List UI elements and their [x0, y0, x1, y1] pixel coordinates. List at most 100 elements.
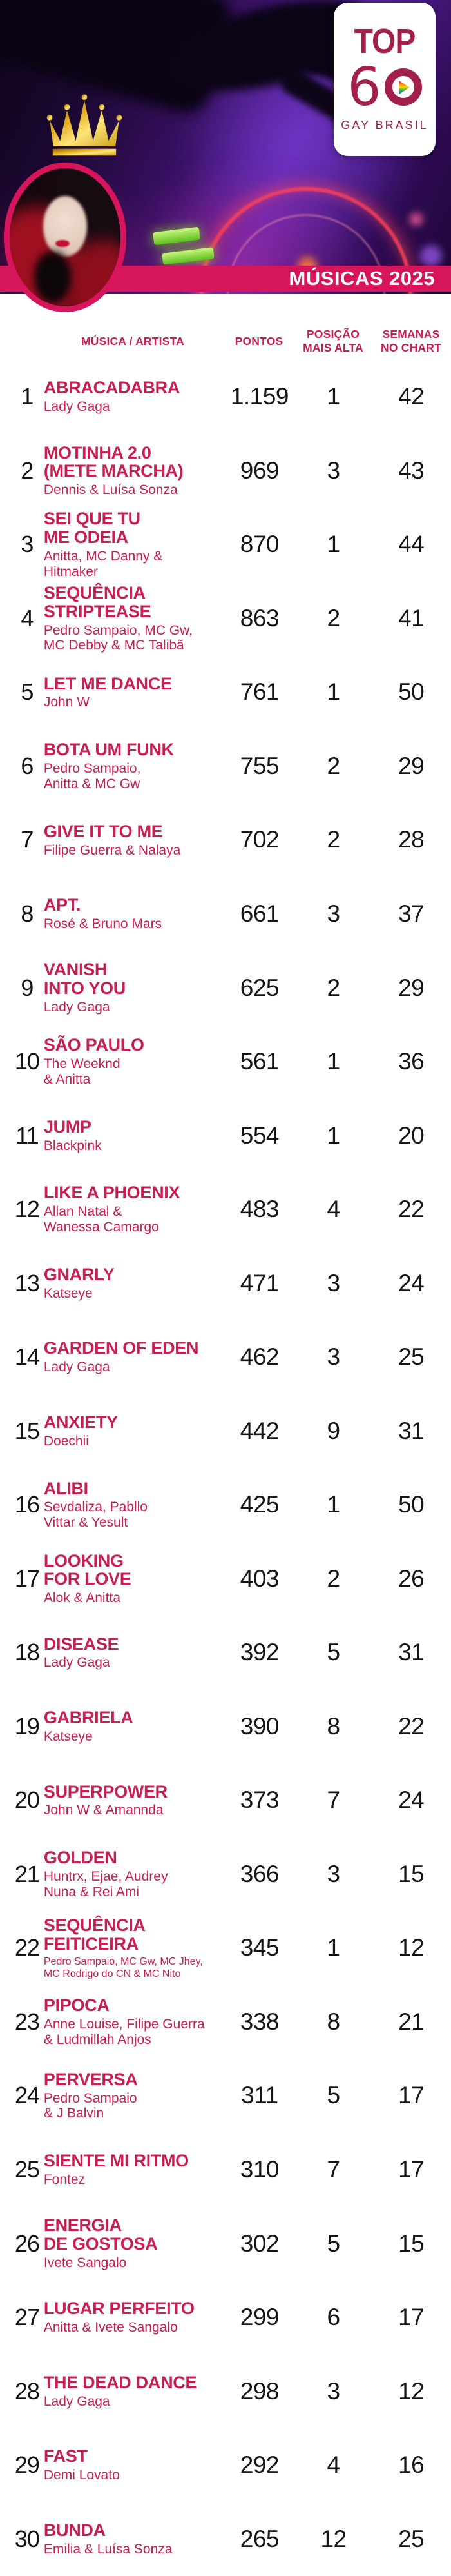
points-cell: 471: [240, 1269, 280, 1296]
table-row: 6 BOTA UM FUNK Pedro Sampaio, Anitta & M…: [0, 729, 451, 804]
song-title: THE DEAD DANCE: [43, 2372, 197, 2392]
weeks-cell: 42: [398, 383, 425, 410]
logo-zero-circle: [384, 68, 422, 106]
weeks-cell: 21: [398, 2008, 425, 2035]
rank-cell: 15: [14, 1417, 40, 1444]
song-artist: Pedro Sampaio, Anitta & MC Gw: [43, 761, 141, 791]
rank-cell: 2: [21, 457, 34, 484]
header-weeks: SEMANAS NO CHART: [381, 328, 441, 354]
peak-cell: 7: [327, 1787, 340, 1814]
song-cell: GARDEN OF EDEN Lady Gaga: [44, 1339, 224, 1375]
table-row: 21 GOLDEN Huntrx, Ejae, Audrey Nuna & Re…: [0, 1838, 451, 1912]
song-artist: Lady Gaga: [43, 1360, 110, 1375]
rank-cell: 16: [14, 1491, 40, 1518]
weeks-cell: 22: [398, 1196, 425, 1223]
song-cell: JUMP Blackpink: [43, 1116, 224, 1154]
song-artist: Alok & Anitta: [43, 1590, 120, 1606]
song-artist: John W & Amannda: [43, 1803, 164, 1818]
points-cell: 425: [240, 1491, 280, 1518]
song-artist: Ivete Sangalo: [43, 2255, 127, 2271]
song-cell: VANISH INTO YOU Lady Gaga: [44, 960, 224, 1015]
points-cell: 373: [240, 1787, 280, 1814]
peak-cell: 3: [327, 2377, 340, 2404]
song-artist: Lady Gaga: [43, 1655, 110, 1670]
table-row: 7 GIVE IT TO ME Filipe Guerra & Nalaya 7…: [0, 803, 451, 877]
peak-cell: 5: [327, 1639, 340, 1666]
points-cell: 403: [240, 1565, 280, 1592]
song-title: ALIBI: [43, 1478, 88, 1498]
weeks-cell: 26: [398, 1565, 425, 1592]
peak-cell: 2: [327, 604, 340, 631]
rank-cell: 3: [21, 531, 34, 558]
rank-cell: 9: [21, 974, 34, 1001]
peak-cell: 8: [327, 1712, 340, 1739]
song-artist: Rosé & Bruno Mars: [43, 916, 162, 932]
banner-title: MÚSICAS 2025: [289, 267, 435, 290]
points-cell: 265: [240, 2525, 280, 2552]
points-cell: 483: [240, 1196, 280, 1223]
peak-cell: 4: [327, 1196, 340, 1223]
points-cell: 625: [240, 974, 280, 1001]
song-cell: GIVE IT TO ME Filipe Guerra & Nalaya: [44, 822, 224, 858]
table-row: 26 ENERGIA DE GOSTOSA Ivete Sangalo 302 …: [0, 2206, 451, 2281]
peak-cell: 1: [327, 1934, 340, 1961]
points-cell: 442: [240, 1417, 280, 1444]
song-title: GNARLY: [43, 1264, 115, 1284]
rank-cell: 25: [14, 2156, 40, 2183]
song-title: ANXIETY: [43, 1412, 118, 1432]
song-title: SEI QUE TU ME ODEIA: [43, 509, 140, 548]
song-title: LOOKING FOR LOVE: [43, 1551, 131, 1589]
song-cell: GABRIELA Katseye: [44, 1709, 224, 1745]
song-title: LUGAR PERFEITO: [43, 2299, 195, 2319]
points-cell: 761: [240, 679, 280, 706]
rank-cell: 14: [14, 1343, 40, 1371]
weeks-cell: 29: [398, 974, 425, 1001]
weeks-cell: 24: [398, 1269, 425, 1296]
table-row: 30 BUNDA Emilia & Luísa Sonza 265 12 25: [0, 2502, 451, 2576]
weeks-cell: 36: [398, 1048, 425, 1075]
song-cell: SIENTE MI RITMO Fontez: [44, 2152, 224, 2188]
song-artist: Pedro Sampaio, MC Gw, MC Jhey, MC Rodrig…: [43, 1956, 203, 1979]
top60-logo: TOP 6 GAY BRASIL: [334, 3, 436, 156]
points-cell: 338: [240, 2008, 280, 2035]
artist-photo: [4, 163, 126, 312]
table-row: 13 GNARLY Katseye 471 3 24: [0, 1246, 451, 1320]
song-artist: Fontez: [43, 2172, 86, 2188]
song-title: PIPOCA: [43, 1996, 110, 2016]
peak-cell: 2: [327, 1565, 340, 1592]
peak-cell: 5: [327, 2082, 340, 2109]
points-cell: 298: [240, 2377, 280, 2404]
points-cell: 969: [240, 457, 280, 484]
table-row: 5 LET ME DANCE John W 761 1 50: [0, 655, 451, 729]
header-peak: POSIÇÃO MAIS ALTA: [303, 328, 363, 354]
song-title: DISEASE: [43, 1634, 119, 1654]
rank-cell: 11: [15, 1122, 39, 1149]
rank-cell: 30: [14, 2525, 40, 2552]
table-row: 18 DISEASE Lady Gaga 392 5 31: [0, 1616, 451, 1690]
rainbow-play-icon: [398, 80, 410, 95]
rank-cell: 8: [21, 900, 34, 927]
rank-cell: 10: [14, 1048, 40, 1075]
song-cell: ENERGIA DE GOSTOSA Ivete Sangalo: [44, 2216, 224, 2270]
weeks-cell: 37: [398, 900, 425, 927]
song-title: BUNDA: [43, 2520, 106, 2540]
song-cell: SEQUÊNCIA FEITICEIRA Pedro Sampaio, MC G…: [44, 1916, 224, 1980]
peak-cell: 1: [327, 1048, 340, 1075]
song-cell: BOTA UM FUNK Pedro Sampaio, Anitta & MC …: [44, 740, 224, 791]
table-row: 16 ALIBI Sevdaliza, Pabllo Vittar & Yesu…: [0, 1468, 451, 1542]
song-title: JUMP: [43, 1116, 91, 1136]
table-header: MÚSICA / ARTISTA PONTOS POSIÇÃO MAIS ALT…: [0, 322, 451, 360]
header-song: MÚSICA / ARTISTA: [81, 334, 185, 348]
peak-cell: 2: [327, 826, 340, 853]
song-cell: PERVERSA Pedro Sampaio & J Balvin: [44, 2070, 224, 2121]
weeks-cell: 31: [398, 1417, 425, 1444]
song-title: SÃO PAULO: [43, 1035, 144, 1055]
table-row: 4 SEQUÊNCIA STRIPTEASE Pedro Sampaio, MC…: [0, 582, 451, 656]
song-artist: Dennis & Luísa Sonza: [43, 482, 178, 498]
table-row: 28 THE DEAD DANCE Lady Gaga 298 3 12: [0, 2354, 451, 2428]
song-artist: Sevdaliza, Pabllo Vittar & Yesult: [43, 1500, 148, 1531]
peak-cell: 3: [327, 1860, 340, 1887]
song-cell: LET ME DANCE John W: [44, 674, 224, 711]
song-title: ABRACADABRA: [43, 378, 180, 398]
table-row: 1 ABRACADABRA Lady Gaga 1.159 1 42: [0, 360, 451, 434]
